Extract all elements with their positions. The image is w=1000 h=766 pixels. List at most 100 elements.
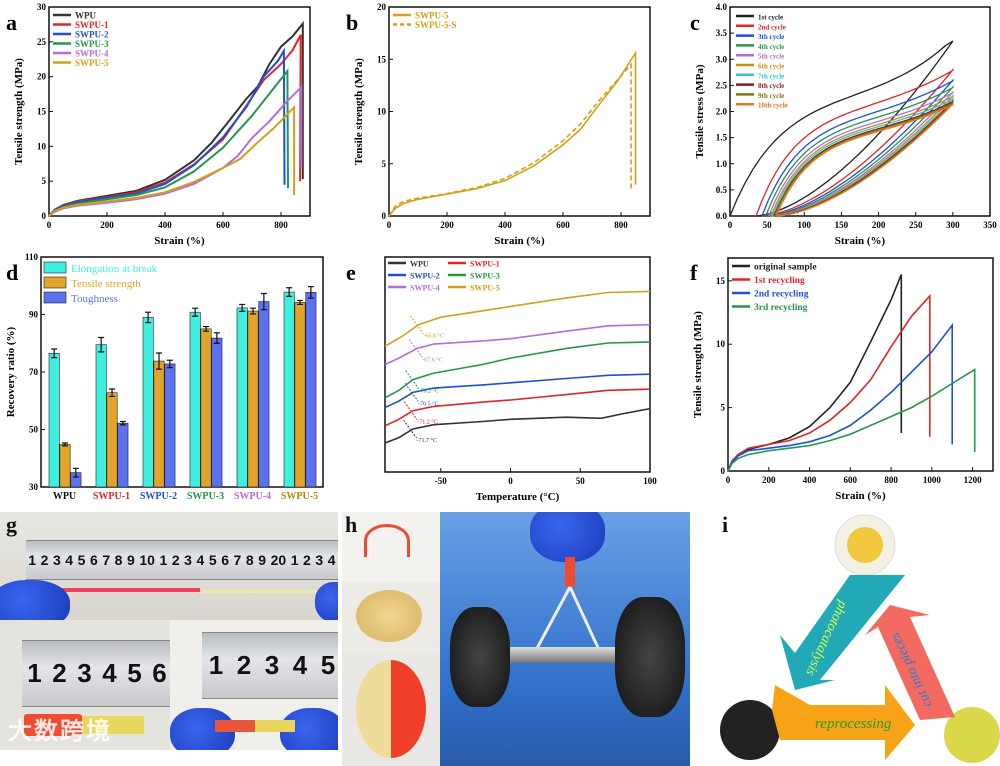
error-bar bbox=[98, 336, 105, 353]
dumbbell-plate-left bbox=[450, 607, 510, 707]
plot-frame bbox=[40, 256, 324, 488]
bar bbox=[294, 302, 306, 488]
ruler-long: 1 2 3 4 5 6 7 8 9 10 1 2 3 4 5 6 7 8 9 20 1 2 3 4 bbox=[26, 540, 338, 580]
plot-frame bbox=[388, 6, 651, 217]
bar bbox=[211, 337, 223, 488]
legend-label: 6th cycle bbox=[758, 63, 784, 71]
legend-swatch bbox=[43, 291, 67, 304]
ruler-number: 4 bbox=[196, 552, 205, 568]
ruler-number: 2 bbox=[171, 552, 180, 568]
legend-label: SWPU-4 bbox=[410, 284, 440, 293]
legend-label: Elongation at break bbox=[71, 263, 158, 275]
bar bbox=[95, 344, 107, 488]
legend-label: 4th cycle bbox=[758, 43, 784, 51]
legend-label: 7th cycle bbox=[758, 72, 784, 80]
bar bbox=[200, 328, 212, 488]
y-tick-label: 15 bbox=[377, 54, 387, 64]
series-line bbox=[48, 104, 296, 217]
recycling-cycle-diagram: photocatalysis cut into pieces reprocess… bbox=[720, 514, 1000, 763]
photo-h-film bbox=[342, 582, 440, 652]
legend-label: WPU bbox=[75, 11, 96, 21]
error-bar bbox=[62, 442, 69, 447]
arrow-photocatalysis bbox=[780, 575, 905, 690]
legend-label: 3rd recycling bbox=[754, 303, 808, 313]
y-tick-label: 10 bbox=[716, 339, 726, 349]
x-axis-label: Temperature (°C) bbox=[476, 491, 560, 503]
x-tick-label: SWPU-5 bbox=[281, 491, 318, 502]
legend-label: original sample bbox=[754, 263, 817, 273]
legend-label: SWPU-5 bbox=[75, 58, 109, 68]
x-tick-label: 800 bbox=[614, 220, 628, 230]
tg-label: -71.2 °C bbox=[417, 419, 437, 426]
glove-left bbox=[0, 580, 70, 620]
x-tick-label: 200 bbox=[440, 220, 454, 230]
x-axis-label: Strain (%) bbox=[154, 235, 205, 247]
ruler-number: 8 bbox=[245, 552, 254, 568]
chart-f: f 0 5 10 15 0 200 400 600 800 1000 1200 Strain (%) Te… bbox=[690, 257, 994, 502]
y-tick-label: 50 bbox=[29, 425, 39, 435]
x-tick-label: SWPU-1 bbox=[93, 491, 130, 502]
series-line bbox=[727, 368, 976, 472]
bar bbox=[106, 392, 118, 488]
legend-label: SWPU-5 bbox=[470, 284, 500, 293]
bent-strip bbox=[364, 524, 410, 557]
ruler-number: 3 bbox=[264, 650, 280, 680]
y-tick-label: 10 bbox=[377, 107, 387, 117]
y-axis-label: Recovery ratio (%) bbox=[5, 326, 17, 417]
y-tick-label: 0 bbox=[721, 466, 726, 476]
series-line bbox=[727, 322, 953, 472]
error-bar bbox=[213, 332, 220, 344]
x-tick-label: 0 bbox=[508, 476, 513, 486]
legend-label: 10th cycle bbox=[758, 102, 788, 110]
bar bbox=[153, 360, 165, 488]
error-bar bbox=[192, 307, 199, 317]
panel-label-g: g bbox=[6, 512, 17, 537]
ruler-number: 3 bbox=[77, 658, 92, 688]
film-joined bbox=[356, 660, 426, 758]
dumbbell-sample bbox=[24, 714, 82, 736]
x-tick-label: 600 bbox=[844, 475, 858, 485]
legend-label: 1st recycling bbox=[754, 276, 805, 286]
error-bar bbox=[297, 299, 304, 306]
label-reprocessing: reprocessing bbox=[815, 716, 892, 732]
y-tick-label: 10 bbox=[37, 141, 47, 151]
y-tick-label: 5 bbox=[721, 403, 726, 413]
series-line bbox=[384, 388, 651, 427]
error-bar bbox=[239, 303, 246, 312]
x-tick-label: WPU bbox=[53, 491, 76, 502]
dumbbell-sample-yellow bbox=[82, 716, 144, 734]
ruler-number: 1 bbox=[28, 552, 37, 568]
series-line bbox=[384, 373, 651, 409]
ruler-number: 3 bbox=[315, 552, 324, 568]
x-tick-label: 600 bbox=[556, 220, 570, 230]
tg-label: -66.8 °C bbox=[423, 333, 443, 340]
panel-label-d: d bbox=[6, 260, 18, 285]
y-tick-label: 0 bbox=[42, 211, 47, 221]
tg-marker bbox=[403, 401, 418, 421]
cycle-curve bbox=[771, 96, 954, 217]
legend-label: 2nd recycling bbox=[754, 290, 809, 300]
photo-h-bent bbox=[342, 512, 440, 582]
tg-marker bbox=[403, 419, 417, 439]
ruler-number: 4 bbox=[102, 658, 117, 688]
watermark: 大数跨境 bbox=[8, 717, 112, 745]
tg-marker bbox=[404, 383, 419, 402]
ruler-number: 4 bbox=[292, 650, 308, 680]
x-tick-label: 800 bbox=[274, 220, 288, 230]
y-tick-label: 15 bbox=[37, 107, 47, 117]
pieces-fill bbox=[847, 527, 883, 563]
legend-swatch bbox=[43, 276, 67, 289]
chart-c: c 0.0 0.5 1.0 1.5 2.0 2.5 3.0 3.5 4.0 0 50 100 150 200… bbox=[690, 2, 997, 247]
ruler-number: 1 bbox=[290, 552, 299, 568]
legend-label: SWPU-2 bbox=[410, 272, 440, 281]
glove bbox=[530, 512, 605, 562]
y-tick-label: 5 bbox=[382, 159, 387, 169]
cycle-curve bbox=[775, 102, 954, 217]
y-tick-label: 1.0 bbox=[716, 159, 728, 169]
error-bar bbox=[166, 359, 173, 369]
legend-label: Tensile strength bbox=[71, 278, 141, 290]
legend-label: Toughness bbox=[71, 293, 118, 305]
x-tick-label: 100 bbox=[798, 220, 812, 230]
